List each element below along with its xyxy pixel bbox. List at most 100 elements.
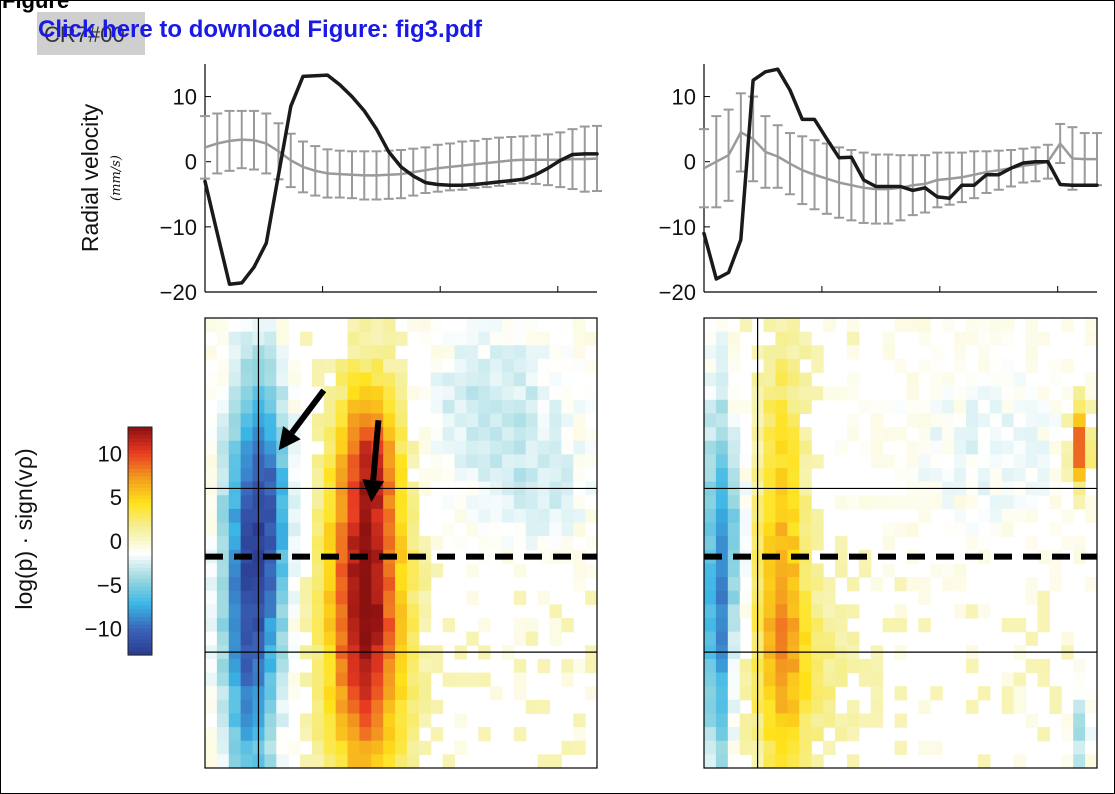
heatmap-cell — [228, 536, 242, 551]
heatmap-cell — [727, 495, 741, 510]
heatmap-cell — [347, 536, 361, 551]
heatmap-cell — [430, 386, 444, 401]
heatmap-cell — [501, 440, 515, 455]
heatmap-cell — [966, 454, 979, 469]
heatmap-cell — [490, 686, 503, 701]
heatmap-cell — [561, 618, 574, 633]
heatmap-cell — [383, 536, 396, 551]
heatmap-cell — [418, 440, 432, 455]
colorbar-swatch — [128, 563, 152, 569]
heatmap-cell — [513, 522, 527, 537]
heatmap-cell — [347, 345, 361, 360]
heatmap-cell — [347, 754, 361, 769]
heatmap-cell — [977, 686, 991, 701]
heatmap-cell — [775, 427, 788, 442]
heatmap-cell — [787, 699, 800, 715]
heatmap-cell — [775, 331, 788, 346]
heatmap-cell — [418, 699, 432, 715]
heatmap-cell — [216, 454, 230, 469]
heatmap-cell — [537, 399, 551, 415]
heatmap-cell — [347, 358, 361, 374]
heatmap-cell — [288, 631, 301, 646]
heatmap-cell — [454, 413, 467, 428]
heatmap-cell — [906, 468, 919, 483]
heatmap-cell — [858, 563, 872, 578]
heatmap-cell — [264, 495, 277, 510]
heatmap-cell — [311, 372, 325, 387]
heatmap-cell — [288, 536, 301, 551]
heatmap-cell — [727, 618, 741, 633]
heatmap-cell — [715, 413, 729, 428]
heatmap-cell — [775, 618, 788, 633]
heatmap-cell — [300, 727, 313, 742]
heatmap-cell — [501, 508, 515, 524]
reference-badge-label: CR7#00 — [44, 22, 125, 47]
heatmap-cell — [918, 440, 931, 455]
heatmap-cell — [347, 399, 361, 415]
heatmap-cell — [775, 686, 788, 701]
heatmap-cell — [383, 631, 396, 646]
heatmap-cell — [359, 468, 372, 483]
heatmap-cell — [977, 331, 991, 346]
heatmap-cell — [1037, 658, 1050, 674]
heatmap-cell — [466, 631, 479, 646]
heatmap-cell — [454, 358, 467, 374]
heatmap-cell — [561, 399, 574, 415]
heatmap-cell — [240, 563, 254, 578]
heatmap-cell — [371, 754, 384, 769]
heatmap-cell — [739, 399, 753, 415]
heatmap-cell — [918, 318, 931, 333]
heatmap-cell — [715, 386, 729, 401]
heatmap-cell — [811, 522, 824, 537]
heatmap-cell — [383, 468, 396, 483]
heatmap-cell — [966, 331, 979, 346]
heatmap-cell — [347, 672, 361, 687]
heatmap-cell — [216, 672, 230, 687]
heatmap-cell — [1013, 618, 1027, 633]
heatmap-cell — [228, 754, 242, 769]
heatmap-cell — [513, 468, 527, 483]
heatmap-cell — [1025, 713, 1039, 728]
heatmap-cell — [335, 658, 349, 674]
heatmap-cell — [478, 618, 491, 633]
heatmap-cell — [954, 604, 967, 619]
heatmap-cell — [1025, 386, 1039, 401]
heatmap-cell — [870, 713, 884, 728]
heatmap-cell — [870, 658, 884, 674]
heatmap-cell — [739, 522, 753, 537]
heatmap-cell — [727, 427, 741, 442]
heatmap-cell — [347, 686, 361, 701]
heatmap-cell — [240, 413, 254, 428]
heatmap-cell — [359, 318, 372, 333]
heatmap-cell — [894, 454, 908, 469]
top-right-line-panel: 10 0 −10 −20 — [659, 64, 1102, 305]
heatmap-cell — [787, 331, 800, 346]
heatmap-cell — [1061, 413, 1074, 428]
heatmap-cell — [1049, 686, 1062, 701]
heatmap-cell — [966, 413, 979, 428]
heatmap-cell — [1025, 590, 1039, 605]
heatmap-cell — [442, 399, 456, 415]
heatmap-cell — [561, 318, 574, 333]
heatmap-cell — [323, 577, 337, 592]
heatmap-cell — [1049, 577, 1062, 592]
heatmap-cell — [490, 508, 503, 524]
heatmap-cell — [799, 754, 812, 769]
heatmap-cell — [466, 345, 479, 360]
heatmap-cell — [823, 604, 836, 619]
heatmap-cell — [1025, 577, 1039, 592]
heatmap-cell — [918, 740, 931, 755]
heatmap-cell — [858, 399, 872, 415]
heatmap-cell — [573, 508, 586, 524]
heatmap-cell — [549, 427, 562, 442]
heatmap-cell — [525, 522, 539, 537]
heatmap-cell — [573, 740, 586, 755]
download-figure-link[interactable]: Click here to download Figure: fig3.pdf — [38, 16, 483, 43]
heatmap-cell — [704, 563, 717, 578]
colorbar-swatch — [128, 506, 152, 512]
heatmap-cell — [930, 413, 943, 428]
heatmap-cell — [823, 590, 836, 605]
heatmap-cell — [359, 577, 372, 592]
heatmap-cell — [727, 686, 741, 701]
heatmap-cell — [549, 631, 562, 646]
